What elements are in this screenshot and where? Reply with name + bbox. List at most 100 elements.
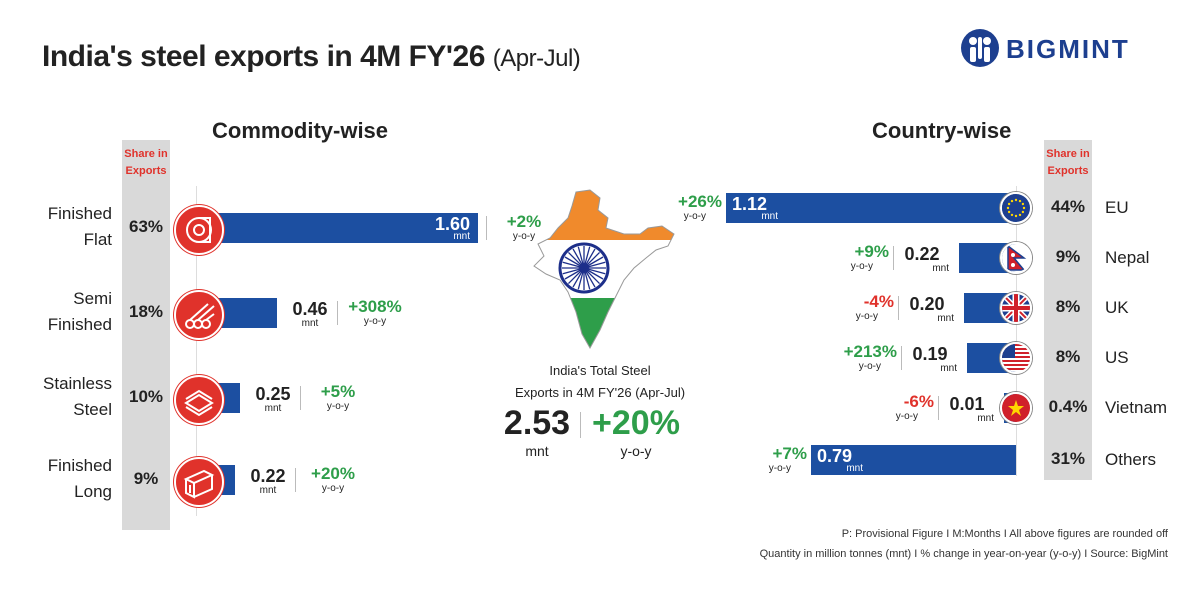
commodity-unit: mnt	[264, 403, 282, 414]
commodity-value: 0.46	[292, 299, 328, 319]
country-label: Nepal	[1105, 248, 1150, 267]
title-subtitle: (Apr-Jul)	[492, 45, 581, 72]
country-share-column	[1044, 140, 1092, 480]
commodity-label-line: Stainless	[43, 374, 112, 393]
country-unit: mnt	[940, 363, 957, 374]
commodity-label-line: Finished	[47, 456, 112, 475]
commodity-label-line: Finished	[47, 204, 112, 223]
country-change: +7%	[772, 444, 808, 463]
country-change: +213%	[843, 342, 897, 361]
country-change: +9%	[854, 242, 890, 261]
country-label: US	[1105, 348, 1129, 367]
sheets-icon	[174, 375, 224, 425]
total-change: +20%	[592, 404, 680, 442]
country-unit: mnt	[977, 413, 994, 424]
commodity-unit: mnt	[259, 485, 277, 496]
page-title: India's steel exports in 4M FY'26 (Apr-J…	[42, 40, 581, 74]
footer-note-1: P: Provisional Figure I M:Months I All a…	[841, 528, 1168, 540]
country-label: EU	[1105, 198, 1129, 217]
country-label: Others	[1105, 450, 1157, 469]
commodity-separator	[337, 301, 338, 325]
country-separator	[901, 346, 902, 370]
country-value: 1.12	[732, 194, 768, 214]
country-share: 0.4%	[1048, 397, 1088, 416]
commodity-separator	[295, 468, 296, 492]
country-share: 9%	[1055, 247, 1081, 266]
commodity-section-title: Commodity-wise	[212, 118, 389, 143]
commodity-share: 18%	[128, 302, 164, 321]
commodity-change-suffix: y-o-y	[326, 401, 350, 412]
logo-icon	[961, 29, 999, 67]
commodity-label: Semi Finished	[12, 286, 112, 338]
commodity-change: +5%	[320, 382, 356, 401]
country-unit: mnt	[932, 263, 949, 274]
country-change-suffix: y-o-y	[895, 411, 918, 422]
country-change-suffix: y-o-y	[855, 311, 878, 322]
country-unit: mnt	[937, 313, 954, 324]
commodity-label-line: Steel	[73, 400, 112, 419]
nepal-flag-icon	[1000, 242, 1032, 274]
country-change-suffix: y-o-y	[768, 463, 791, 474]
country-value: 0.20	[909, 294, 945, 314]
total-label: India's Total Steel Exports in 4M FY'26 …	[480, 360, 720, 404]
commodity-value: 0.22	[250, 466, 286, 486]
country-value: 0.19	[912, 344, 948, 364]
total-value: 2.53	[503, 404, 571, 442]
commodity-label-line: Semi	[73, 289, 112, 308]
country-value: 0.01	[949, 394, 985, 414]
footer-note-2: Quantity in million tonnes (mnt) I % cha…	[759, 548, 1168, 560]
country-change-suffix: y-o-y	[683, 211, 706, 222]
india-map-icon	[533, 189, 675, 350]
total-value-block: 2.53 mnt	[496, 404, 578, 459]
commodity-label-line: Long	[74, 482, 112, 501]
commodity-label: Finished Flat	[12, 201, 112, 253]
commodity-unit: mnt	[453, 231, 470, 242]
commodity-change: +308%	[348, 297, 402, 316]
country-share: 31%	[1050, 449, 1086, 468]
country-unit: mnt	[846, 463, 863, 474]
country-value: 0.22	[904, 244, 940, 264]
country-section-title: Country-wise	[872, 118, 1012, 143]
commodity-separator	[486, 216, 487, 240]
total-change-suffix: y-o-y	[620, 443, 652, 459]
commodity-change-suffix: y-o-y	[363, 316, 387, 327]
us-flag-icon	[1000, 342, 1032, 374]
country-value: 0.79	[817, 446, 853, 466]
total-label-line2: Exports in 4M FY'26 (Apr-Jul)	[514, 385, 686, 400]
commodity-separator	[300, 386, 301, 410]
commodity-change-suffix: y-o-y	[321, 483, 345, 494]
total-change-block: +20% y-o-y	[584, 404, 688, 459]
country-separator	[893, 246, 894, 270]
commodity-bar	[196, 213, 478, 243]
commodity-change-suffix: y-o-y	[512, 231, 536, 242]
country-unit: mnt	[761, 211, 778, 222]
commodity-share: 9%	[133, 469, 159, 488]
country-axis-line	[1016, 186, 1017, 476]
commodity-share-column	[122, 140, 170, 530]
country-share: 8%	[1055, 347, 1081, 366]
country-separator	[898, 296, 899, 320]
commodity-axis-line	[196, 186, 197, 516]
country-label: UK	[1105, 298, 1129, 317]
commodity-label-line: Finished	[47, 315, 112, 334]
total-separator	[580, 412, 581, 438]
india-map	[528, 188, 678, 358]
commodity-share: 10%	[128, 387, 164, 406]
country-separator	[938, 396, 939, 420]
commodity-label: Finished Long	[12, 453, 112, 505]
vietnam-flag-icon	[1000, 392, 1032, 424]
country-label: Vietnam	[1105, 398, 1168, 417]
eu-flag-icon	[1000, 192, 1032, 224]
commodity-share-header: Share in Exports	[124, 148, 168, 177]
commodity-label-line: Flat	[83, 230, 112, 249]
coil-icon	[174, 205, 224, 255]
country-change-suffix: y-o-y	[850, 261, 873, 272]
commodity-unit: mnt	[301, 318, 319, 329]
brand-name: BIGMINT	[1006, 34, 1130, 64]
uk-flag-icon	[1000, 292, 1032, 324]
total-label-line1: India's Total Steel	[549, 363, 651, 378]
country-bar	[811, 445, 1016, 475]
pipes-icon	[174, 290, 224, 340]
total-unit: mnt	[525, 443, 549, 459]
commodity-label: Stainless Steel	[12, 371, 112, 423]
